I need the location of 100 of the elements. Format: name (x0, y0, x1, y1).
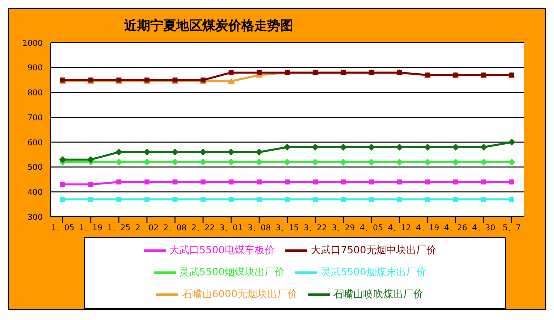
point (228, 70, 234, 76)
point (144, 148, 151, 156)
x-tick-label: 2、02 (136, 224, 159, 233)
point (172, 180, 178, 185)
y-tick-label: 400 (28, 188, 43, 197)
point (508, 158, 516, 166)
point (424, 144, 432, 151)
point (453, 197, 458, 202)
y-tick-label: 300 (28, 212, 43, 222)
chart-title: 近期宁夏地区煤炭价格走势图 (124, 18, 294, 36)
x-tick-label: 2、08 (164, 224, 187, 233)
x-tick-label: 2、22 (192, 224, 215, 233)
point (256, 148, 263, 156)
point (397, 197, 402, 202)
point (508, 138, 516, 146)
y-tick-label: 500 (28, 163, 43, 172)
point (312, 158, 320, 166)
legend-label: 石嘴山6000无烟块出厂价 (182, 290, 298, 301)
point (228, 78, 235, 84)
y-tick-label: 600 (28, 138, 43, 148)
point (88, 197, 94, 202)
point (285, 197, 290, 202)
point (228, 158, 235, 166)
point (285, 180, 290, 185)
point (172, 158, 179, 166)
point (480, 144, 488, 151)
point (341, 197, 346, 202)
point (228, 148, 235, 156)
point (396, 158, 404, 166)
x-tick-label: 3、08 (248, 224, 272, 233)
point (256, 180, 262, 185)
point (200, 148, 207, 156)
point (200, 197, 206, 202)
y-tick-label: 1000 (22, 38, 43, 48)
y-tick-label: 900 (28, 64, 43, 73)
point (88, 156, 95, 164)
point (60, 197, 66, 202)
point (228, 197, 234, 202)
point (397, 180, 402, 185)
point (341, 180, 346, 185)
point (200, 180, 206, 185)
point (452, 158, 460, 166)
point (172, 197, 178, 202)
point (116, 180, 122, 185)
point (340, 144, 348, 151)
point (88, 182, 94, 188)
point (369, 180, 374, 185)
point (60, 182, 66, 188)
x-tick-label: 3、22 (304, 224, 328, 233)
x-tick-label: 1、25 (107, 224, 131, 233)
x-tick-label: 3、29 (332, 224, 356, 233)
point (452, 144, 460, 151)
x-tick-label: 3、01 (220, 224, 244, 233)
point (368, 158, 376, 166)
point (228, 180, 234, 185)
legend-label: 灵武5500烟煤块出厂价 (180, 268, 285, 279)
x-tick-label: 4、19 (416, 224, 440, 233)
point (116, 148, 123, 156)
y-tick-label: 800 (28, 88, 43, 98)
x-tick-label: 4、12 (388, 224, 412, 233)
point (481, 180, 486, 185)
point (256, 70, 262, 76)
point (144, 180, 150, 185)
x-tick-label: 4、26 (444, 224, 468, 233)
x-tick-label: 4、05 (360, 224, 384, 233)
point (396, 144, 404, 151)
point (481, 197, 486, 202)
legend-label: 灵武5500烟煤末出厂价 (321, 268, 426, 279)
point (60, 156, 66, 164)
point (369, 197, 374, 202)
point (425, 180, 430, 185)
point (116, 197, 122, 202)
x-tick-label: 5、7 (502, 224, 522, 233)
point (340, 158, 348, 166)
point (172, 148, 179, 156)
point (256, 158, 263, 166)
point (144, 158, 151, 166)
point (312, 144, 320, 151)
point (424, 158, 432, 166)
point (144, 197, 150, 202)
point (510, 197, 514, 202)
point (368, 144, 376, 151)
y-tick-label: 700 (28, 113, 43, 122)
point (453, 180, 458, 185)
point (256, 197, 262, 202)
legend-label: 大武口5500电煤车板价 (170, 246, 275, 257)
point (116, 158, 123, 166)
x-tick-label: 1、19 (79, 224, 103, 233)
point (284, 144, 291, 151)
point (284, 158, 291, 166)
point (425, 197, 430, 202)
legend-label: 石嘴山喷吹煤出厂价 (334, 290, 424, 301)
x-tick-label: 4、30 (472, 224, 496, 233)
point (313, 197, 318, 202)
point (313, 180, 318, 185)
point (200, 158, 207, 166)
legend-label: 大武口7500无烟中块出厂价 (311, 246, 436, 257)
point (510, 180, 514, 185)
point (480, 158, 488, 166)
x-tick-label: 3、15 (276, 224, 300, 233)
